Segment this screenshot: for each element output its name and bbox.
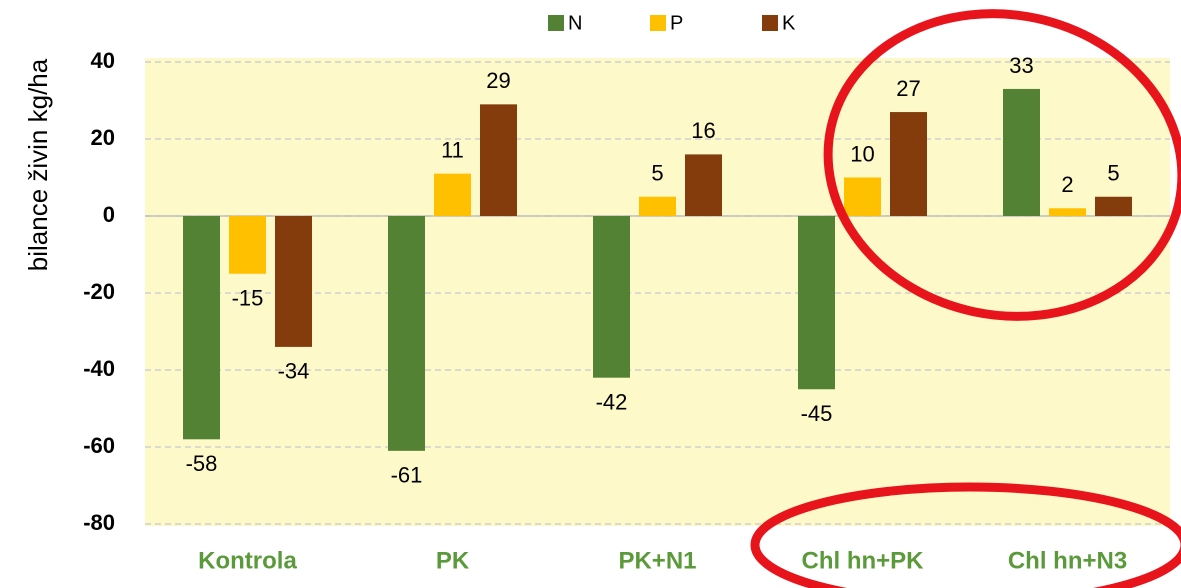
value-label: 5 <box>651 161 663 186</box>
x-tick-label: PK+N1 <box>618 547 696 574</box>
x-tick-label: Chl hn+N3 <box>1008 547 1127 574</box>
bar <box>229 216 266 274</box>
x-tick-label: PK <box>436 547 470 574</box>
value-label: 27 <box>896 76 920 101</box>
y-tick-label: 40 <box>91 48 115 73</box>
legend-swatch <box>762 15 778 31</box>
bar <box>593 216 630 378</box>
legend-swatch <box>548 15 564 31</box>
bar <box>1003 88 1040 216</box>
bar <box>844 177 881 216</box>
value-label: -58 <box>186 451 218 476</box>
bar <box>685 154 722 216</box>
legend-label: N <box>568 12 582 34</box>
bar <box>639 196 676 216</box>
x-tick-label: Chl hn+PK <box>801 547 924 574</box>
value-label: 11 <box>441 137 464 162</box>
bar <box>890 112 927 216</box>
bar <box>1049 208 1086 216</box>
y-tick-label: -20 <box>83 279 115 304</box>
bar <box>1095 196 1132 216</box>
value-label: 2 <box>1061 172 1073 197</box>
value-label: -45 <box>801 401 833 426</box>
x-tick-label: Kontrola <box>198 547 297 574</box>
highlight-ellipse <box>823 9 1181 321</box>
value-label: 5 <box>1107 161 1119 186</box>
value-label: 16 <box>691 118 715 143</box>
legend-swatch <box>650 15 666 31</box>
y-tick-label: 20 <box>91 125 115 150</box>
bar <box>798 216 835 390</box>
y-tick-label: -80 <box>83 510 115 535</box>
value-label: 29 <box>486 68 510 93</box>
legend-label: K <box>782 12 796 34</box>
y-tick-label: -40 <box>83 356 115 381</box>
value-label: -42 <box>596 390 628 415</box>
y-tick-label: 0 <box>103 202 115 227</box>
bar <box>434 173 471 216</box>
legend-label: P <box>670 12 683 34</box>
bar <box>480 104 517 216</box>
value-label: -61 <box>391 463 423 488</box>
y-tick-label: -60 <box>83 433 115 458</box>
bar <box>388 216 425 451</box>
value-label: -15 <box>232 286 264 311</box>
plot-background <box>145 58 1170 526</box>
bar <box>275 216 312 347</box>
bar <box>183 216 220 440</box>
value-label: -34 <box>278 359 310 384</box>
value-label: 33 <box>1009 53 1033 78</box>
value-label: 10 <box>850 141 874 166</box>
highlight-ellipse <box>750 482 1181 588</box>
y-axis-label: bilance živin kg/ha <box>23 58 53 271</box>
